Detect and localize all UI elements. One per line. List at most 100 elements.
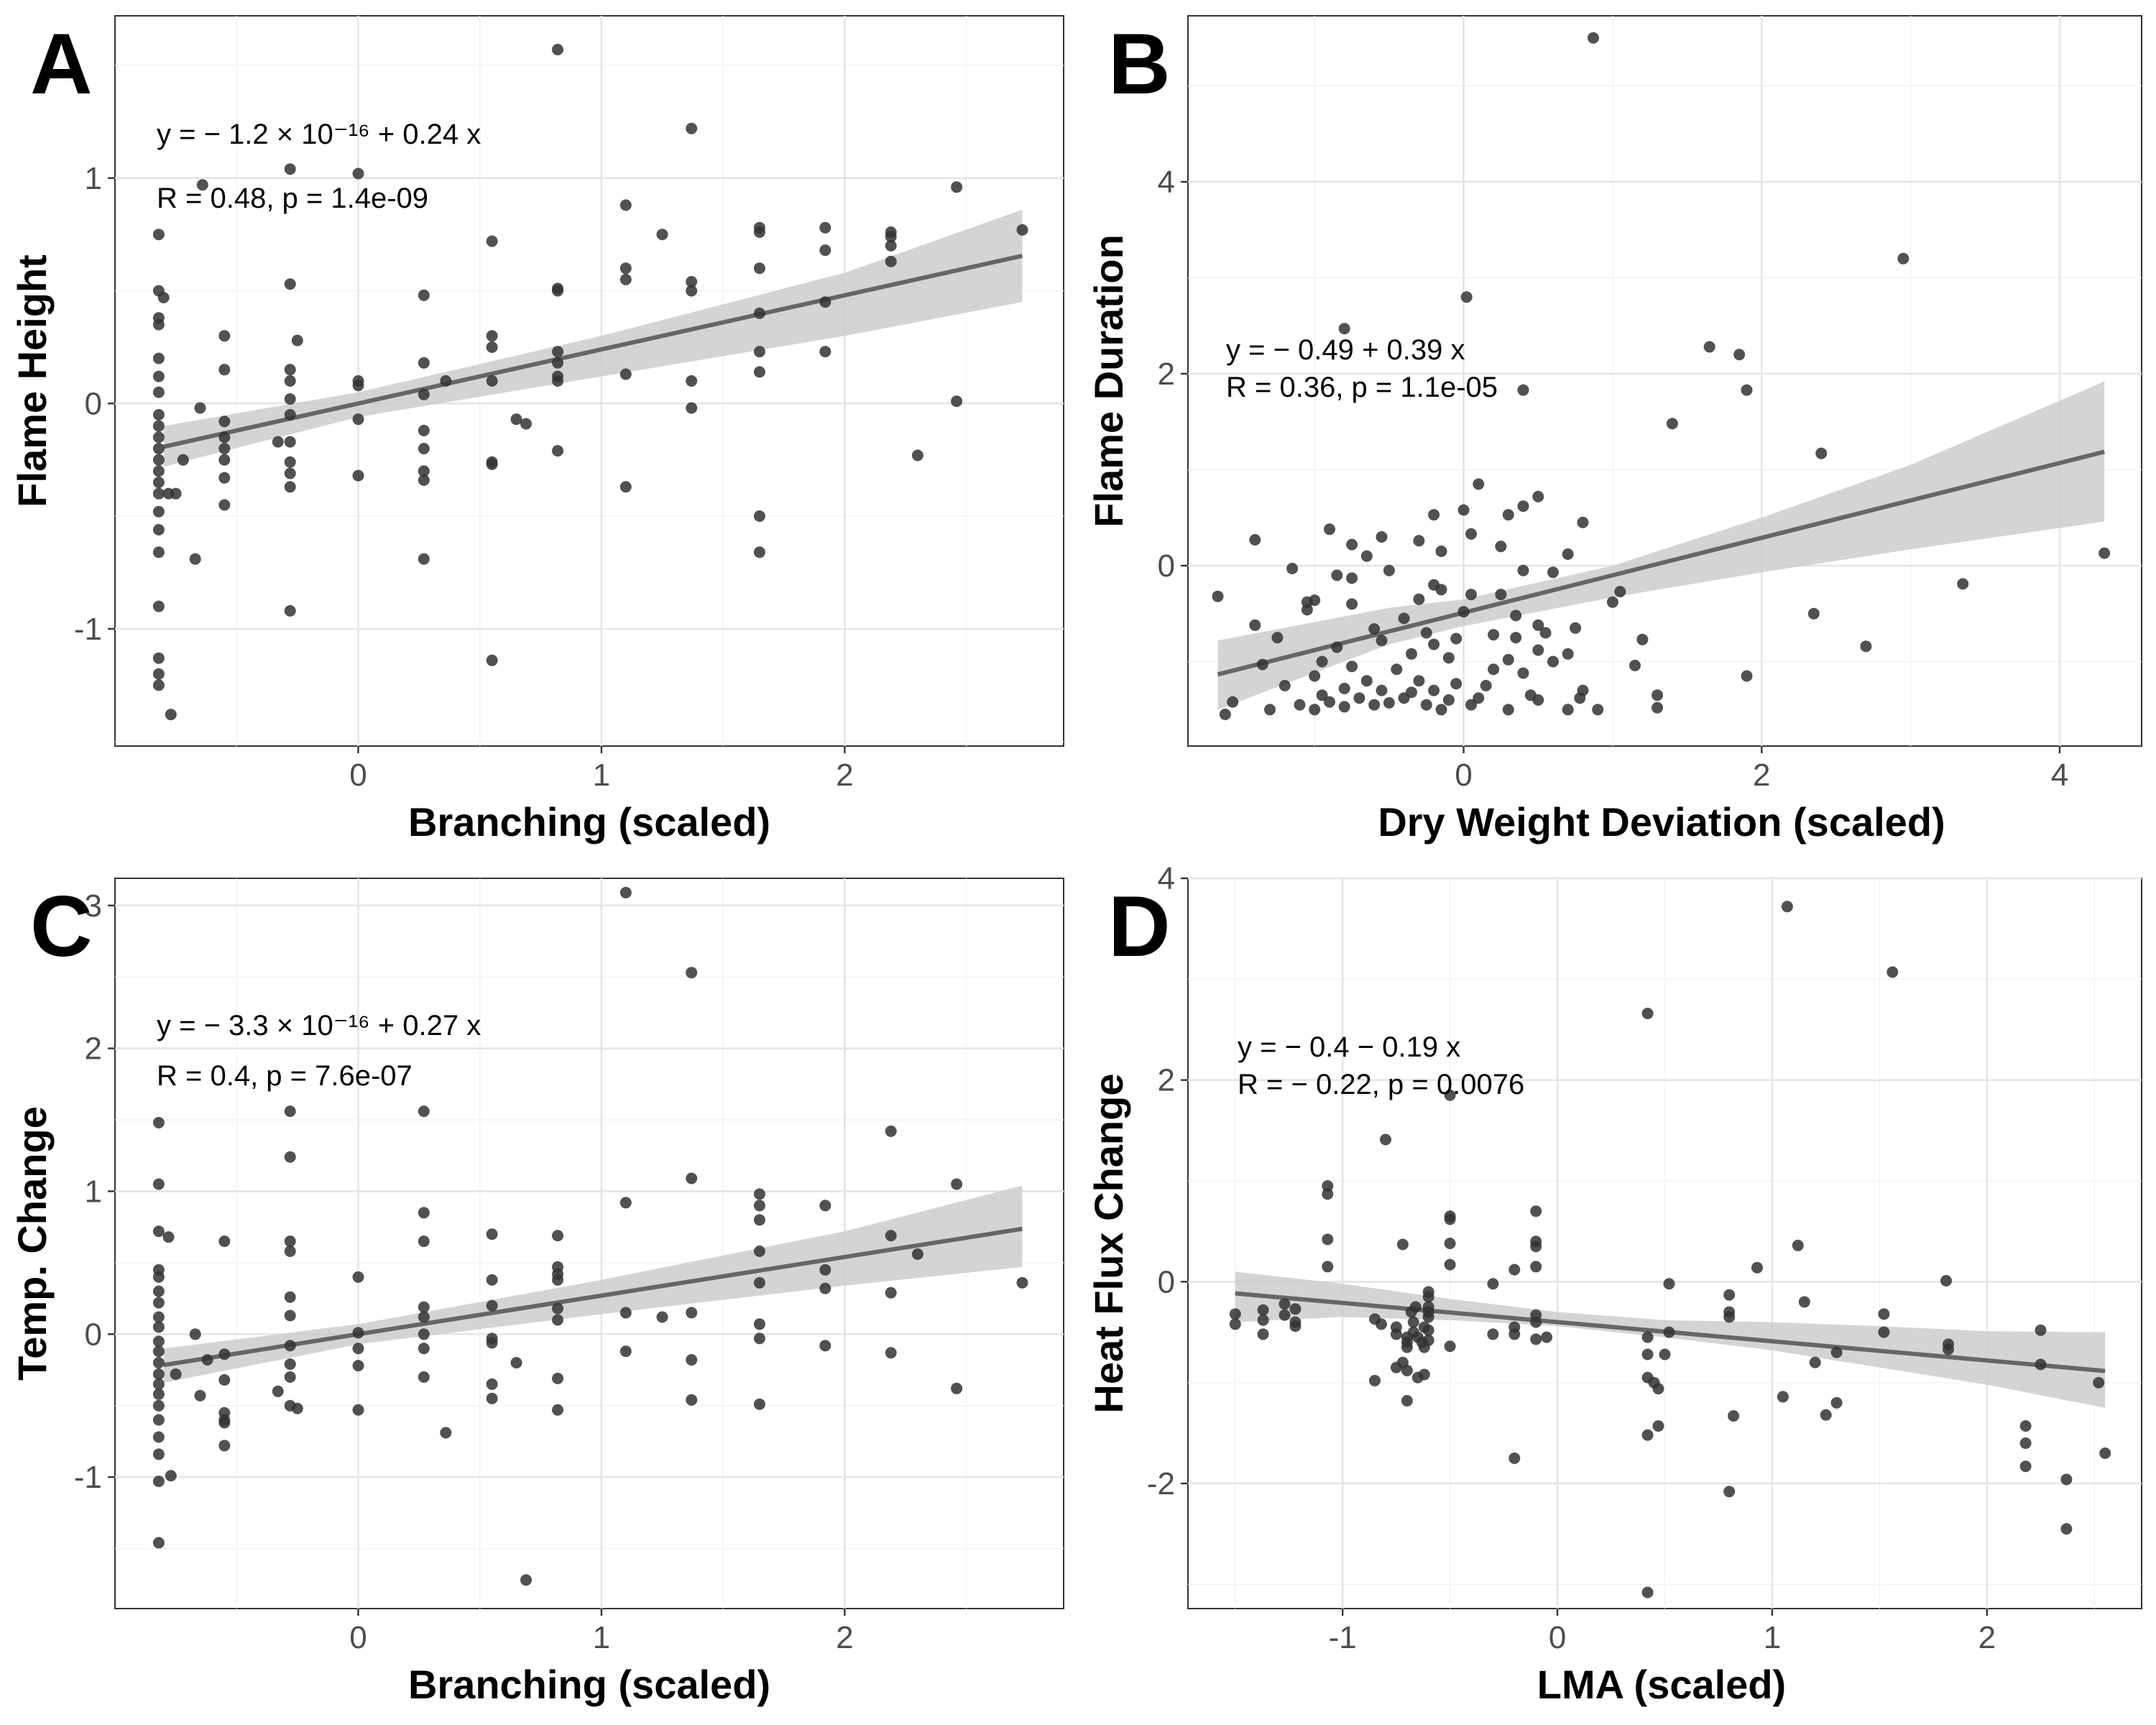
data-point (152, 668, 165, 680)
y-tick-label: -2 (1147, 1466, 1175, 1501)
panel-c-correlation-stats: R = 0.4, p = 7.6e-07 (157, 1060, 413, 1092)
panel-c-letter: C (30, 878, 93, 975)
data-point (1316, 689, 1328, 702)
data-point (1257, 1328, 1269, 1340)
data-point (418, 1301, 430, 1313)
data-point (152, 465, 165, 477)
data-point (165, 1470, 177, 1482)
data-point (1508, 1452, 1521, 1464)
data-point (1422, 1334, 1434, 1346)
data-point (1428, 684, 1440, 696)
data-point (152, 1357, 165, 1368)
data-point (152, 1388, 165, 1400)
data-point (1539, 627, 1552, 639)
data-point (1442, 652, 1455, 664)
data-point (1346, 661, 1358, 673)
data-point (152, 1399, 165, 1412)
data-point (1396, 1238, 1409, 1251)
data-point (1495, 589, 1507, 601)
data-point (552, 346, 563, 358)
data-point (177, 454, 189, 466)
data-point (1723, 1289, 1736, 1301)
data-point (1264, 704, 1276, 716)
panel-b-confidence-band (1217, 381, 2105, 710)
data-point (2099, 547, 2111, 559)
data-point (1016, 1276, 1028, 1289)
data-point (885, 239, 897, 252)
data-point (1346, 572, 1358, 584)
data-point (1383, 696, 1395, 709)
data-point (218, 1414, 231, 1426)
data-point (486, 1228, 498, 1241)
data-point (152, 1178, 165, 1190)
data-point (1383, 564, 1395, 576)
data-point (1294, 699, 1306, 711)
data-point (152, 443, 165, 455)
data-point (1353, 692, 1365, 704)
data-point (552, 356, 563, 369)
data-point (1398, 612, 1410, 625)
data-point (152, 1285, 165, 1297)
data-point (272, 1385, 284, 1397)
data-point (1338, 682, 1350, 694)
data-point (418, 388, 430, 400)
data-point (152, 505, 165, 518)
data-point (753, 510, 765, 523)
data-point (619, 262, 632, 275)
data-point (152, 409, 165, 420)
data-point (152, 1346, 165, 1358)
data-point (1897, 252, 1909, 264)
data-point (284, 1340, 296, 1352)
data-point (1940, 1274, 1952, 1287)
data-point (510, 1357, 522, 1368)
data-point (1460, 291, 1473, 303)
confidence-band (1235, 1271, 2106, 1408)
data-point (1530, 1316, 1542, 1328)
confidence-band (163, 1185, 1023, 1383)
data-point (1532, 490, 1544, 502)
x-tick-label: 4 (2051, 758, 2068, 793)
data-point (152, 524, 165, 535)
data-point (619, 273, 632, 285)
data-point (1530, 1261, 1542, 1273)
data-point (885, 255, 897, 267)
y-tick-label: 0 (1158, 548, 1175, 584)
data-point (819, 1200, 831, 1212)
panel-d-confidence-band (1235, 1271, 2106, 1408)
data-point (1508, 1264, 1521, 1276)
data-point (486, 1378, 498, 1390)
panel-d-chart: -1 0 1 2 -2 0 2 4 LMA (scaled) Heat Flux Chang… (1086, 862, 2142, 1707)
data-point (1360, 675, 1373, 687)
data-point (218, 499, 231, 511)
y-tick-label: -1 (74, 1460, 102, 1495)
data-point (1435, 704, 1447, 716)
data-point (951, 1382, 963, 1394)
data-point (1413, 593, 1425, 605)
data-point (1547, 566, 1559, 579)
data-point (686, 967, 698, 979)
data-point (1878, 1308, 1890, 1320)
data-point (272, 436, 284, 448)
data-point (1517, 500, 1529, 512)
data-point (686, 1307, 698, 1319)
panel-d-correlation-stats: R = − 0.22, p = 0.0076 (1238, 1069, 1524, 1100)
data-point (152, 600, 165, 612)
data-point (1666, 418, 1678, 430)
data-point (1943, 1343, 1954, 1356)
data-point (1510, 632, 1522, 644)
data-point (1219, 708, 1231, 720)
data-point (1309, 704, 1321, 716)
data-point (753, 1188, 765, 1200)
data-point (2019, 1460, 2032, 1473)
data-point (1651, 702, 1664, 714)
data-point (152, 1321, 165, 1333)
data-point (552, 1372, 563, 1384)
data-point (352, 1343, 364, 1355)
data-point (819, 1282, 831, 1294)
data-point (284, 604, 296, 617)
data-point (1390, 1328, 1402, 1340)
data-point (1570, 622, 1582, 634)
panel-b-x-axis-title: Dry Weight Deviation (scaled) (1378, 799, 1945, 845)
data-point (1257, 1304, 1269, 1316)
data-point (152, 546, 165, 558)
